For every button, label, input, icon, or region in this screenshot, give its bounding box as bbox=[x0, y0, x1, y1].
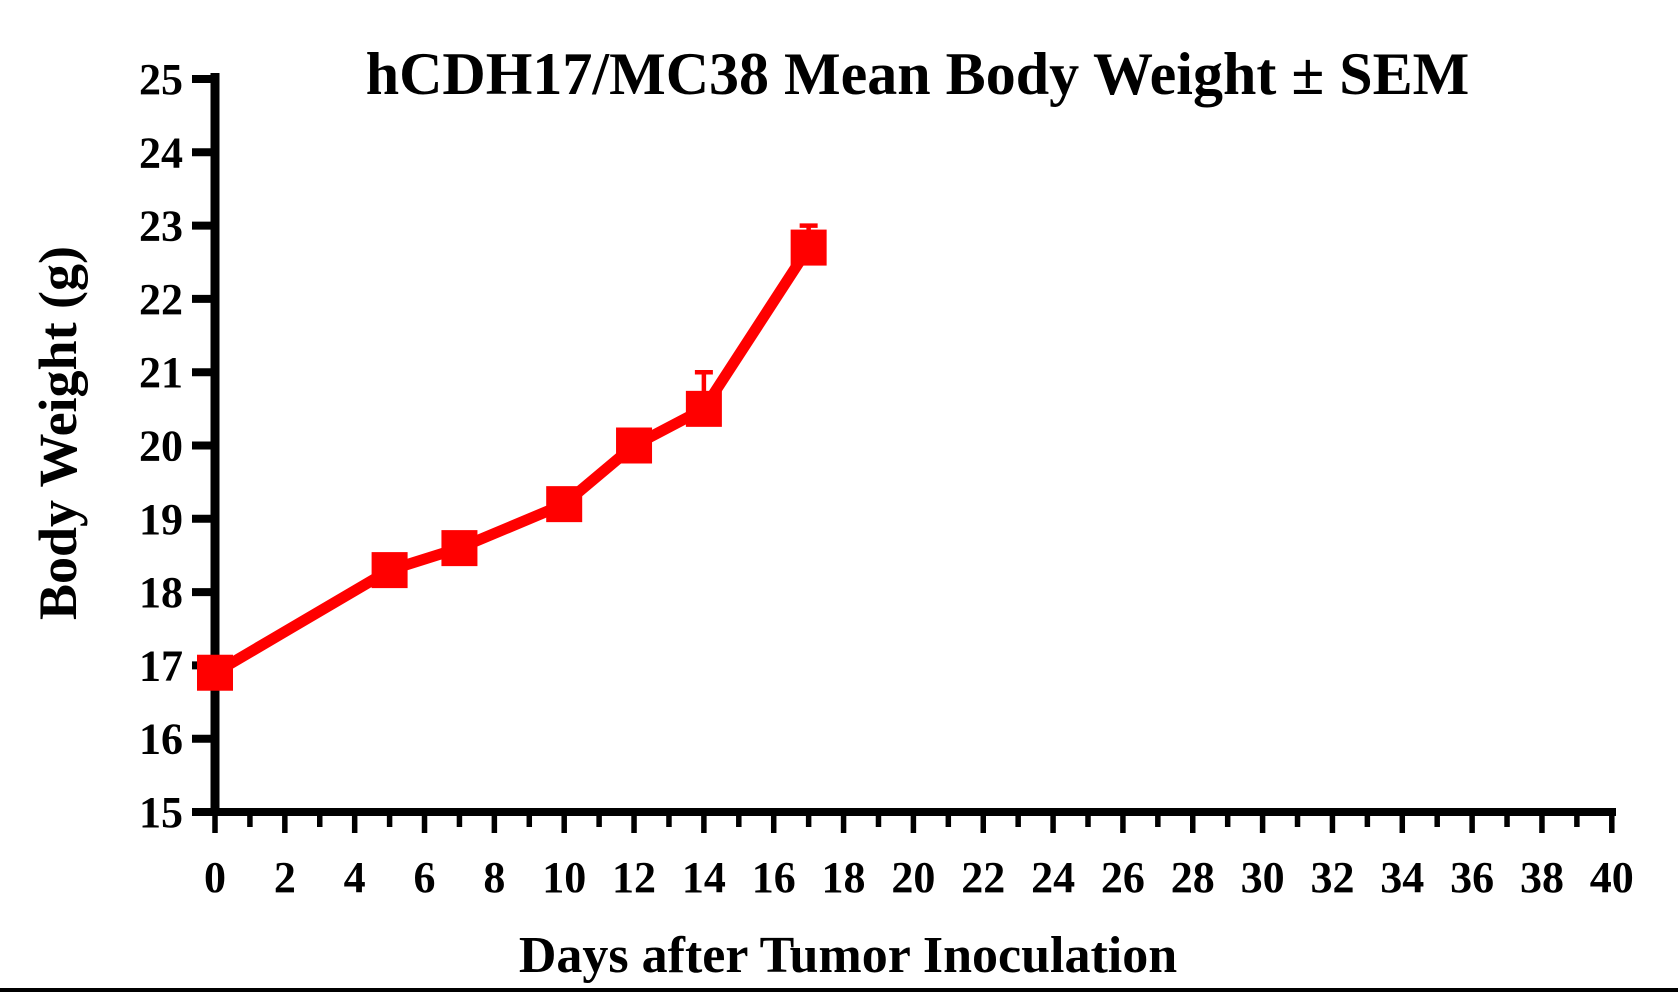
x-tick-label: 14 bbox=[682, 853, 726, 902]
x-tick-label: 30 bbox=[1241, 853, 1285, 902]
data-point-marker bbox=[616, 427, 653, 464]
data-point-marker bbox=[685, 390, 722, 427]
data-point-marker bbox=[371, 552, 408, 589]
x-tick-label: 18 bbox=[822, 853, 866, 902]
y-tick-label: 16 bbox=[139, 715, 183, 764]
y-tick-label: 23 bbox=[139, 202, 183, 251]
x-tick-label: 40 bbox=[1590, 853, 1634, 902]
x-axis-title: Days after Tumor Inoculation bbox=[518, 927, 1178, 984]
x-tick-label: 12 bbox=[612, 853, 656, 902]
x-tick-label: 34 bbox=[1380, 853, 1424, 902]
y-tick-label: 17 bbox=[139, 641, 183, 690]
x-tick-label: 8 bbox=[483, 853, 505, 902]
chart-title: hCDH17/MC38 Mean Body Weight ± SEM bbox=[365, 41, 1470, 107]
x-tick-label: 36 bbox=[1450, 853, 1494, 902]
x-tick-label: 26 bbox=[1101, 853, 1145, 902]
y-tick-label: 19 bbox=[139, 495, 183, 544]
y-tick-label: 24 bbox=[139, 128, 183, 177]
y-tick-label: 18 bbox=[139, 568, 183, 617]
x-tick-label: 24 bbox=[1031, 853, 1075, 902]
data-point-marker bbox=[441, 530, 478, 567]
x-tick-label: 28 bbox=[1171, 853, 1215, 902]
x-tick-label: 10 bbox=[542, 853, 586, 902]
data-line bbox=[212, 244, 814, 678]
x-tick-label: 38 bbox=[1520, 853, 1564, 902]
y-tick-label: 20 bbox=[139, 422, 183, 471]
y-tick-label: 25 bbox=[139, 55, 183, 104]
x-tick-label: 0 bbox=[204, 853, 226, 902]
x-tick-label: 22 bbox=[961, 853, 1005, 902]
x-tick-label: 16 bbox=[752, 853, 796, 902]
y-tick-label: 21 bbox=[139, 348, 183, 397]
bottom-divider bbox=[0, 988, 1678, 992]
y-tick-label: 22 bbox=[139, 275, 183, 324]
y-tick-label: 15 bbox=[139, 788, 183, 837]
data-point-marker bbox=[546, 486, 583, 523]
x-tick-label: 32 bbox=[1310, 853, 1354, 902]
x-tick-label: 2 bbox=[274, 853, 296, 902]
x-tick-label: 20 bbox=[891, 853, 935, 902]
x-tick-label: 6 bbox=[414, 853, 436, 902]
data-point-marker bbox=[790, 229, 827, 266]
x-tick-label: 4 bbox=[344, 853, 366, 902]
data-point-marker bbox=[197, 654, 233, 691]
